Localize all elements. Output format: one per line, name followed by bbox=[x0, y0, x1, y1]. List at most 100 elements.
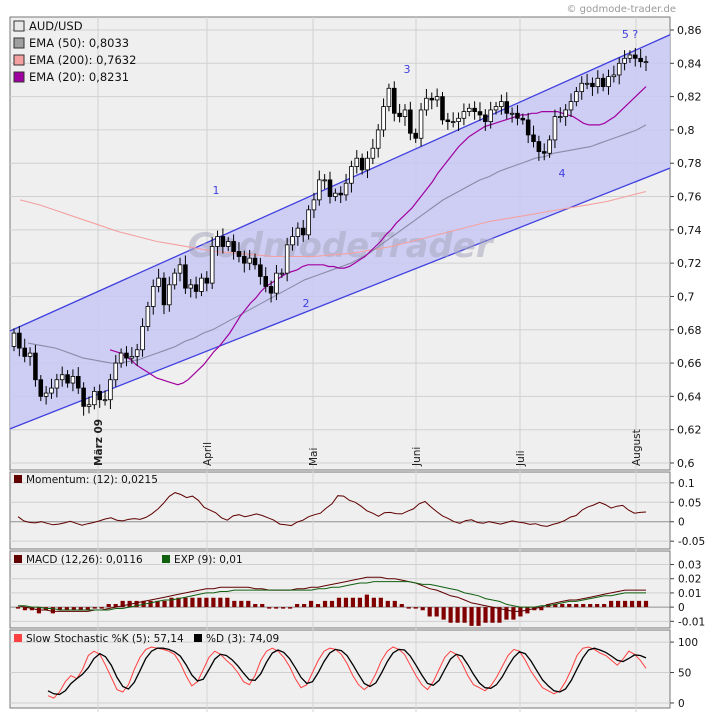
candle-body bbox=[563, 109, 568, 117]
indicator-y-tick-label: 0 bbox=[678, 698, 685, 710]
candle-body bbox=[622, 57, 627, 64]
macd-histogram-bar bbox=[455, 607, 460, 623]
candle-body bbox=[150, 286, 156, 307]
candle-body bbox=[568, 101, 574, 111]
x-axis-month-label: August bbox=[631, 429, 643, 466]
macd-histogram-bar bbox=[622, 600, 628, 608]
macd-histogram-bar bbox=[99, 607, 104, 609]
macd-panel bbox=[9, 550, 671, 629]
macd-histogram-bar bbox=[609, 600, 614, 608]
candle-body bbox=[333, 192, 338, 197]
macd-signal-line bbox=[18, 581, 646, 611]
indicator-y-tick-label: 0.1 bbox=[678, 478, 695, 490]
ema200-line bbox=[19, 190, 647, 258]
macd-histogram-bar bbox=[260, 603, 265, 608]
candle-body bbox=[113, 362, 119, 381]
candle-body bbox=[231, 241, 236, 252]
candle-body bbox=[531, 134, 536, 142]
candle-body bbox=[92, 390, 97, 406]
macd-histogram-bar bbox=[643, 600, 649, 608]
candle-body bbox=[177, 264, 183, 274]
macd-histogram-bar bbox=[106, 603, 111, 608]
macd-histogram-bar bbox=[629, 600, 635, 608]
candle-body bbox=[547, 139, 552, 154]
candle-body bbox=[124, 352, 129, 359]
macd-histogram-bar bbox=[420, 607, 425, 611]
candle-body bbox=[365, 157, 370, 171]
price-legend: AUD/USD EMA (50): 0,8033 EMA (200): 0,76… bbox=[13, 19, 136, 84]
candle-body bbox=[574, 91, 579, 103]
candle-body bbox=[161, 277, 167, 306]
macd-histogram-bar bbox=[204, 597, 209, 608]
macd-histogram-bar bbox=[441, 607, 446, 620]
candle-body bbox=[375, 129, 381, 149]
candle-body bbox=[33, 352, 38, 381]
candle-body bbox=[466, 107, 472, 113]
candle-body bbox=[209, 246, 215, 284]
ema50-line bbox=[27, 124, 647, 364]
indicator-y-tick-label: 100 bbox=[678, 637, 698, 649]
candle-body bbox=[156, 277, 161, 287]
candle-body bbox=[140, 326, 145, 351]
macd-histogram-bar bbox=[190, 597, 195, 608]
price-y-tick-label: 0,74 bbox=[677, 224, 702, 237]
candle-body bbox=[204, 277, 210, 284]
macd-line bbox=[17, 576, 646, 612]
candle-body bbox=[391, 87, 397, 114]
x-axis-month-label: April bbox=[202, 442, 214, 466]
candle-body bbox=[499, 101, 504, 108]
copyright-text: © godmode-trader.de bbox=[567, 4, 677, 15]
candle-body bbox=[279, 272, 285, 275]
candle-body bbox=[429, 97, 435, 101]
candle-body bbox=[134, 349, 140, 357]
candle-body bbox=[349, 166, 354, 184]
candle-body bbox=[611, 74, 617, 78]
macd-histogram-bar bbox=[539, 607, 544, 611]
macd-histogram-bar bbox=[588, 603, 593, 608]
macd-histogram-bar bbox=[225, 597, 230, 608]
candle-body bbox=[408, 109, 413, 134]
macd-histogram-bar bbox=[490, 607, 495, 623]
legend-label-exp: EXP (9): 0,01 bbox=[174, 554, 243, 566]
macd-histogram-bar bbox=[553, 603, 558, 608]
macd-histogram-bar bbox=[113, 603, 118, 608]
candle-body bbox=[172, 272, 177, 286]
macd-histogram-bar bbox=[567, 603, 572, 608]
trend-channel-fill bbox=[10, 34, 670, 429]
macd-histogram-bar bbox=[448, 607, 453, 623]
price-y-tick-label: 0,84 bbox=[677, 57, 702, 70]
candle-body bbox=[638, 57, 643, 63]
stochastic-y-axis: 0 50 100 bbox=[670, 637, 698, 710]
macd-histogram-bar bbox=[483, 607, 488, 623]
momentum-gridlines bbox=[10, 471, 670, 553]
candle-body bbox=[600, 77, 606, 88]
indicator-y-tick-label: -0.05 bbox=[678, 536, 705, 548]
candle-body bbox=[504, 101, 510, 114]
candle-body bbox=[65, 374, 70, 384]
macd-histogram-bar bbox=[239, 600, 244, 608]
price-y-tick-label: 0,62 bbox=[677, 424, 702, 437]
candle-body bbox=[445, 119, 451, 122]
macd-histogram-bar bbox=[246, 600, 251, 608]
legend-label-ema200: EMA (200): 0,7632 bbox=[29, 53, 136, 67]
candle-body bbox=[584, 82, 590, 85]
macd-histogram-bar bbox=[357, 597, 363, 608]
price-y-tick-label: 0,66 bbox=[677, 357, 702, 370]
candle-body bbox=[579, 82, 585, 93]
candle-body bbox=[49, 387, 54, 394]
candle-body bbox=[306, 209, 311, 236]
legend-swatch-k bbox=[14, 634, 22, 642]
stochastic-gridlines bbox=[10, 630, 670, 712]
price-y-tick-label: 0,76 bbox=[677, 191, 702, 204]
legend-label-momentum: Momentum: (12): 0,0215 bbox=[26, 474, 158, 486]
candle-body bbox=[595, 77, 601, 88]
macd-histogram-bar bbox=[574, 603, 579, 608]
macd-histogram-bar bbox=[218, 597, 223, 608]
candle-body bbox=[183, 264, 188, 289]
candle-body bbox=[268, 286, 274, 294]
macd-histogram-bar bbox=[162, 600, 167, 608]
candle-body bbox=[242, 256, 247, 264]
macd-histogram-bar bbox=[392, 600, 397, 608]
wave-label-3: 3 bbox=[404, 63, 411, 76]
macd-histogram-bar bbox=[64, 607, 69, 611]
